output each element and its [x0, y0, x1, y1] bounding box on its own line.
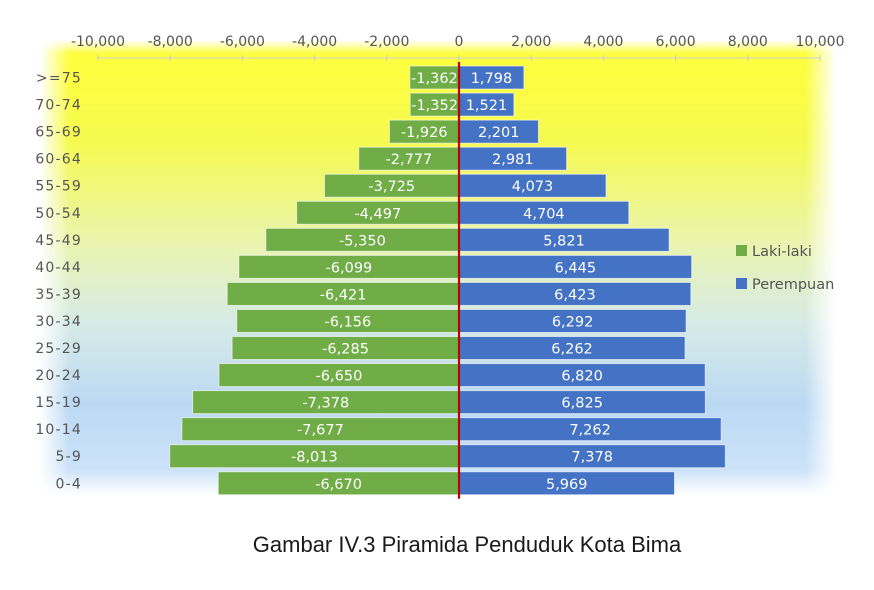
data-label: 1,521	[466, 98, 508, 114]
category-label: 30-34	[35, 314, 82, 330]
chart-svg: -10,000 -8,000 -6,000 -4,000 -2,000 0 2,000 4,0…	[35, 34, 845, 499]
x-tick-label: -8,000	[148, 34, 193, 50]
data-label: 2,201	[478, 125, 520, 141]
x-tick-label: -4,000	[292, 34, 337, 50]
legend-label: Perempuan	[752, 277, 834, 293]
data-label: -6,099	[326, 260, 373, 276]
data-label: 5,821	[543, 233, 585, 249]
data-label: -8,013	[291, 450, 338, 466]
data-label: 7,262	[569, 423, 611, 439]
category-label: 20-24	[35, 368, 82, 384]
population-pyramid-chart: -10,000 -8,000 -6,000 -4,000 -2,000 0 2,000 4,0…	[35, 34, 845, 499]
x-tick-label: 8,000	[728, 34, 768, 50]
x-tick-label: 4,000	[583, 34, 623, 50]
data-label: -3,725	[368, 179, 415, 195]
x-tick-label: 6,000	[656, 34, 696, 50]
data-label: 6,292	[552, 314, 594, 330]
data-label: -6,285	[322, 342, 369, 358]
data-label: -6,650	[316, 369, 363, 385]
category-label: 15-19	[35, 395, 82, 411]
data-label: 2,981	[492, 152, 534, 168]
x-tick-label: 2,000	[511, 34, 551, 50]
data-label: 6,262	[551, 342, 593, 358]
category-label: 45-49	[35, 233, 82, 249]
data-label: 6,820	[561, 369, 603, 385]
category-label: >=75	[36, 71, 82, 87]
data-label: 6,445	[555, 260, 597, 276]
x-tick-label: 10,000	[796, 34, 845, 50]
data-label: -7,677	[297, 423, 344, 439]
data-label: -4,497	[354, 206, 401, 222]
legend-label: Laki-laki	[752, 244, 812, 260]
category-label: 40-44	[35, 260, 82, 276]
data-label: -2,777	[386, 152, 433, 168]
data-label: 7,378	[571, 450, 613, 466]
category-label: 10-14	[35, 422, 82, 438]
data-label: -7,378	[302, 396, 349, 412]
x-tick-label: -10,000	[71, 34, 125, 50]
data-label: 1,798	[471, 71, 513, 87]
data-label: 6,825	[561, 396, 603, 412]
legend-swatch-perempuan	[736, 278, 747, 289]
data-label: -1,362	[411, 71, 458, 87]
category-label: 25-29	[35, 341, 82, 357]
data-label: -5,350	[339, 233, 386, 249]
x-tick-label: -2,000	[364, 34, 409, 50]
category-label: 55-59	[35, 179, 82, 195]
data-label: 4,704	[523, 206, 565, 222]
data-label: -1,926	[401, 125, 448, 141]
legend-swatch-laki-laki	[736, 245, 747, 256]
data-label: -6,156	[325, 314, 372, 330]
category-label: 60-64	[35, 152, 82, 168]
data-label: 6,423	[554, 287, 596, 303]
x-axis: -10,000 -8,000 -6,000 -4,000 -2,000 0 2,000 4,0…	[71, 34, 845, 61]
category-axis: >=75 70-74 65-69 60-64 55-59 50-54 45-49 40-44 3…	[35, 71, 82, 493]
data-label: -1,352	[411, 98, 458, 114]
category-label: 70-74	[35, 98, 82, 114]
category-label: 65-69	[35, 125, 82, 141]
figure-caption: Gambar IV.3 Piramida Penduduk Kota Bima	[252, 532, 682, 557]
data-label: 5,969	[546, 477, 588, 493]
data-label: 4,073	[512, 179, 554, 195]
category-label: 50-54	[35, 206, 82, 222]
category-label: 0-4	[56, 476, 82, 492]
category-label: 5-9	[56, 449, 82, 465]
data-label: -6,670	[315, 477, 362, 493]
bars-layer: -1,362 1,798 -1,352 1,521 -1,926 2,201 -2,777 2…	[169, 62, 726, 499]
data-label: -6,421	[320, 287, 367, 303]
x-tick-label: 0	[455, 34, 464, 50]
legend: Laki-laki Perempuan	[736, 244, 834, 293]
x-tick-label: -6,000	[220, 34, 265, 50]
category-label: 35-39	[35, 287, 82, 303]
